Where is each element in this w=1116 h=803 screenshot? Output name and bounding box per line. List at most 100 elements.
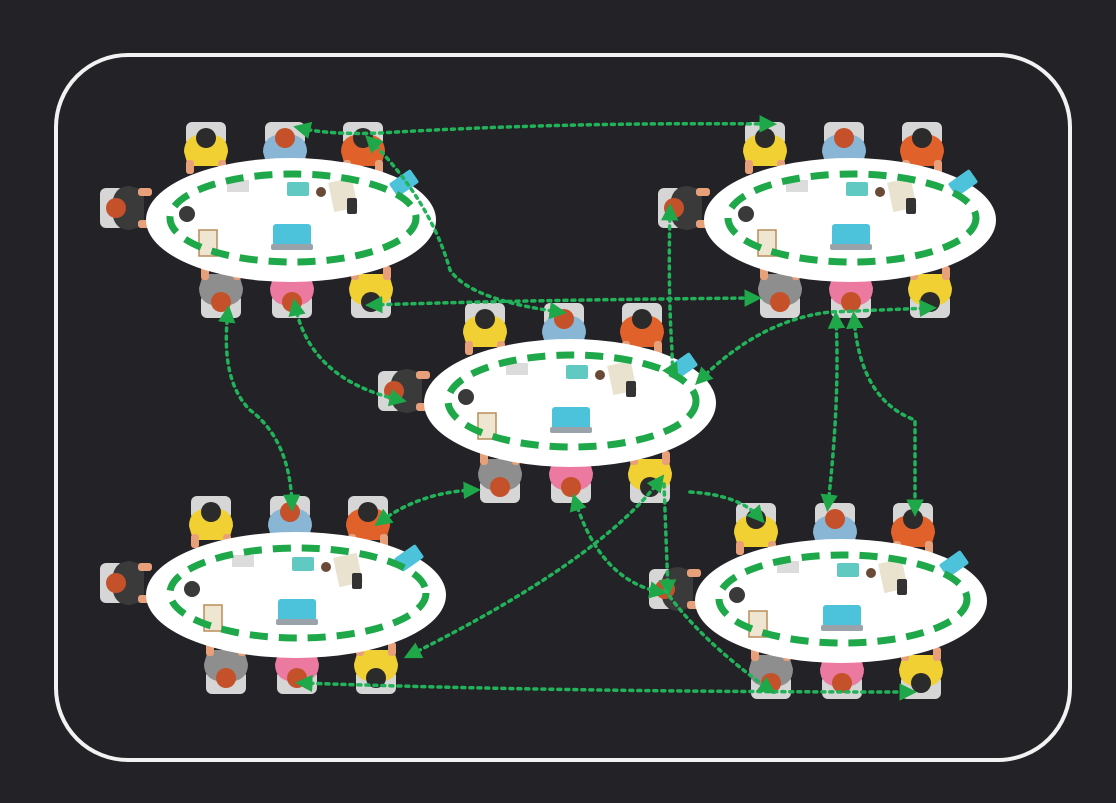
phone-icon: [626, 381, 636, 397]
link-tr-center-a: [365, 289, 762, 314]
person-shirt: [268, 508, 312, 540]
laptop-base: [271, 244, 313, 250]
person-shirt: [270, 274, 314, 306]
person-shirt: [354, 650, 398, 682]
notepad-icon: [506, 363, 528, 375]
calculator-icon: [837, 563, 859, 577]
person-arm: [662, 451, 670, 465]
person-head: [664, 198, 684, 218]
network-boundary-frame: [54, 53, 1072, 762]
person-shirt: [908, 274, 952, 306]
person-head: [746, 509, 766, 529]
person-arm: [138, 188, 152, 196]
person-top-1: [734, 503, 778, 555]
person-head: [475, 309, 495, 329]
person-head: [825, 509, 845, 529]
laptop-icon: [273, 224, 311, 246]
person-shirt: [112, 186, 144, 230]
link-extra-2: [688, 490, 765, 524]
person-arm: [416, 371, 430, 379]
person-head: [201, 502, 221, 522]
person-head: [358, 502, 378, 522]
laptop-base: [550, 427, 592, 433]
person-shirt: [891, 515, 935, 547]
person-top-2: [822, 122, 866, 174]
person-arm: [138, 563, 152, 571]
person-head: [911, 673, 931, 693]
coffee-cup-icon: [729, 587, 745, 603]
person-head: [490, 477, 510, 497]
internal-collaboration-loop: [444, 351, 700, 451]
person-shirt: [734, 515, 778, 547]
person-arm: [736, 541, 744, 555]
laptop-icon: [278, 599, 316, 621]
internal-collaboration-loop: [724, 170, 980, 266]
person-shirt: [900, 134, 944, 166]
person-head: [282, 292, 302, 312]
person-head: [912, 128, 932, 148]
person-arm: [942, 266, 950, 280]
link-extra-3: [663, 588, 776, 695]
person-arm: [383, 266, 391, 280]
person-arm: [388, 642, 396, 656]
tablet-icon: [948, 169, 978, 197]
coffee-cup-icon: [875, 187, 885, 197]
link-tr-center-b: [660, 203, 679, 382]
link-tl-bl: [218, 305, 301, 512]
person-shirt: [758, 274, 802, 306]
coffee-cup-icon: [866, 568, 876, 578]
person-shirt: [204, 650, 248, 682]
coffee-cup-icon: [595, 370, 605, 380]
person-shirt: [661, 567, 693, 611]
calculator-icon: [287, 182, 309, 196]
person-head: [275, 128, 295, 148]
coffee-cup-icon: [321, 562, 331, 572]
person-shirt: [829, 274, 873, 306]
person-head: [353, 128, 373, 148]
person-arm: [186, 160, 194, 174]
calculator-icon: [566, 365, 588, 379]
person-head: [106, 573, 126, 593]
person-shirt: [189, 508, 233, 540]
link-center-br-b: [569, 493, 667, 599]
internal-collaboration-loop: [715, 551, 971, 647]
person-head: [903, 509, 923, 529]
phone-icon: [897, 579, 907, 595]
person-shirt: [813, 515, 857, 547]
person-head: [280, 502, 300, 522]
coffee-cup-icon: [179, 206, 195, 222]
person-shirt: [112, 561, 144, 605]
link-tl-tr: [293, 115, 777, 139]
person-head: [196, 128, 216, 148]
person-head: [361, 292, 381, 312]
clipboard-icon: [477, 412, 497, 440]
link-extra-1: [658, 482, 677, 597]
tablet-icon: [939, 550, 969, 578]
person-arm: [933, 647, 941, 661]
person-arm: [191, 534, 199, 548]
person-shirt: [463, 315, 507, 347]
person-head: [561, 477, 581, 497]
person-left: [100, 561, 152, 605]
person-shirt: [822, 134, 866, 166]
coffee-cup-icon: [738, 206, 754, 222]
notepad-icon: [232, 555, 254, 567]
person-arm: [696, 188, 710, 196]
phone-icon: [347, 198, 357, 214]
laptop-icon: [823, 605, 861, 627]
tables-layer: [100, 122, 996, 699]
person-shirt: [743, 134, 787, 166]
person-shirt: [199, 274, 243, 306]
person-shirt: [184, 134, 228, 166]
person-shirt: [620, 315, 664, 347]
phone-icon: [352, 573, 362, 589]
person-head: [632, 309, 652, 329]
link-bl-br: [295, 674, 917, 701]
coffee-cup-icon: [458, 389, 474, 405]
laptop-icon: [832, 224, 870, 246]
laptop-base: [821, 625, 863, 631]
table-items: [738, 169, 978, 257]
laptop-base: [276, 619, 318, 625]
